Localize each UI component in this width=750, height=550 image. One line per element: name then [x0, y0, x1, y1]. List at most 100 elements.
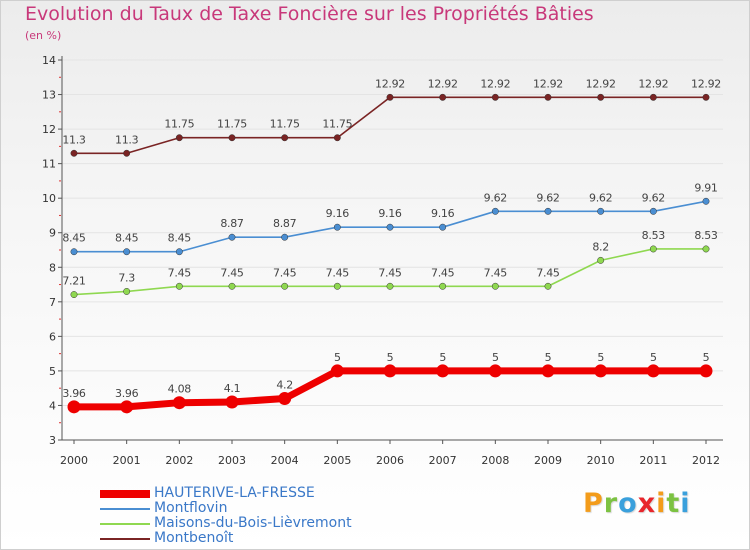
- data-label: 7.45: [326, 266, 350, 279]
- x-tick-label: 2008: [481, 454, 509, 467]
- y-tick-label: 9: [49, 227, 56, 240]
- data-label: 5: [545, 351, 552, 364]
- legend-swatch: [100, 523, 150, 525]
- data-label: 11.75: [322, 118, 352, 131]
- y-tick-label: 10: [42, 192, 56, 205]
- data-label: 8.45: [62, 232, 86, 245]
- data-label: 11.75: [270, 118, 300, 131]
- data-point: [544, 207, 552, 215]
- data-label: 5: [492, 351, 499, 364]
- data-point: [278, 392, 292, 406]
- data-label: 5: [650, 351, 657, 364]
- data-point: [333, 134, 341, 142]
- data-label: 12.92: [691, 77, 721, 90]
- data-point: [175, 134, 183, 142]
- x-tick-label: 2011: [639, 454, 667, 467]
- data-point: [597, 93, 605, 101]
- data-label: 7.45: [273, 266, 297, 279]
- data-point: [228, 233, 236, 241]
- data-point: [175, 282, 183, 290]
- x-tick-label: 2000: [60, 454, 88, 467]
- data-point: [123, 288, 131, 295]
- data-label: 4.2: [276, 379, 293, 392]
- data-point: [491, 93, 499, 101]
- data-label: 8.45: [168, 232, 192, 245]
- proxiti-logo: Proxiti: [583, 488, 691, 519]
- data-point: [70, 149, 78, 157]
- y-tick-label: 8: [49, 261, 56, 274]
- chart-title: Evolution du Taux de Taxe Foncière sur l…: [25, 3, 594, 25]
- data-label: 12.92: [638, 77, 668, 90]
- data-point: [439, 93, 447, 101]
- y-tick-label: 3: [49, 434, 56, 447]
- data-point: [488, 364, 502, 378]
- data-point: [281, 134, 289, 142]
- y-tick-label: 13: [42, 89, 56, 102]
- data-label: 9.62: [642, 191, 665, 204]
- data-point: [702, 245, 710, 253]
- logo-letter: P: [583, 488, 604, 519]
- legend-item: HAUTERIVE-LA-FRESSE: [100, 485, 400, 501]
- data-point: [67, 400, 81, 414]
- legend-item: Maisons-du-Bois-Lièvremont: [100, 515, 400, 531]
- data-label: 8.87: [220, 217, 244, 230]
- data-label: 8.2: [592, 240, 609, 253]
- data-point: [333, 282, 341, 290]
- data-label: 11.3: [115, 133, 139, 146]
- data-label: 8.45: [115, 232, 139, 245]
- data-label: 4.1: [224, 382, 241, 395]
- data-label: 5: [597, 351, 604, 364]
- x-tick-label: 2003: [218, 454, 246, 467]
- data-point: [646, 364, 660, 378]
- data-point: [491, 207, 499, 215]
- data-label: 5: [334, 351, 341, 364]
- data-point: [649, 245, 657, 253]
- legend-label: HAUTERIVE-LA-FRESSE: [154, 485, 315, 501]
- chart-subtitle: (en %): [25, 29, 62, 42]
- data-point: [699, 364, 713, 378]
- legend-swatch: [100, 508, 150, 510]
- y-tick-label: 5: [49, 365, 56, 378]
- data-point: [436, 364, 450, 378]
- data-label: 8.53: [642, 229, 666, 242]
- data-label: 7.21: [62, 275, 85, 288]
- data-label: 9.16: [326, 207, 350, 220]
- x-tick-label: 2005: [323, 454, 351, 467]
- data-point: [386, 282, 394, 290]
- data-label: 12.92: [480, 77, 510, 90]
- data-point: [383, 364, 397, 378]
- data-label: 9.16: [431, 207, 455, 220]
- legend: HAUTERIVE-LA-FRESSE Montflovin Maisons-du-…: [100, 485, 400, 546]
- logo-letter: t: [666, 488, 681, 519]
- data-point: [330, 364, 344, 378]
- x-tick-label: 2009: [534, 454, 562, 467]
- data-label: 12.92: [428, 77, 458, 90]
- data-label: 8.87: [273, 217, 297, 230]
- data-label: 8.53: [694, 229, 718, 242]
- data-label: 9.91: [694, 181, 717, 194]
- data-point: [123, 149, 131, 157]
- logo-letter: i: [680, 488, 691, 519]
- data-point: [123, 248, 131, 256]
- data-label: 9.62: [484, 191, 507, 204]
- data-point: [225, 395, 239, 409]
- logo-letter: o: [618, 488, 638, 519]
- logo-letter: x: [637, 488, 657, 519]
- data-point: [228, 134, 236, 142]
- data-point: [597, 256, 605, 264]
- legend-label: Montbenoît: [154, 530, 234, 546]
- data-label: 7.45: [484, 266, 508, 279]
- legend-item: Montbenoît: [100, 530, 400, 546]
- x-tick-label: 2004: [271, 454, 299, 467]
- data-point: [281, 233, 289, 241]
- data-point: [702, 93, 710, 101]
- data-point: [386, 223, 394, 231]
- legend-swatch: [100, 490, 150, 498]
- data-label: 7.45: [378, 266, 402, 279]
- data-label: 9.16: [378, 207, 402, 220]
- y-tick-label: 4: [49, 399, 56, 412]
- logo-letter: r: [603, 488, 619, 519]
- data-point: [597, 207, 605, 215]
- logo-letter: i: [656, 488, 667, 519]
